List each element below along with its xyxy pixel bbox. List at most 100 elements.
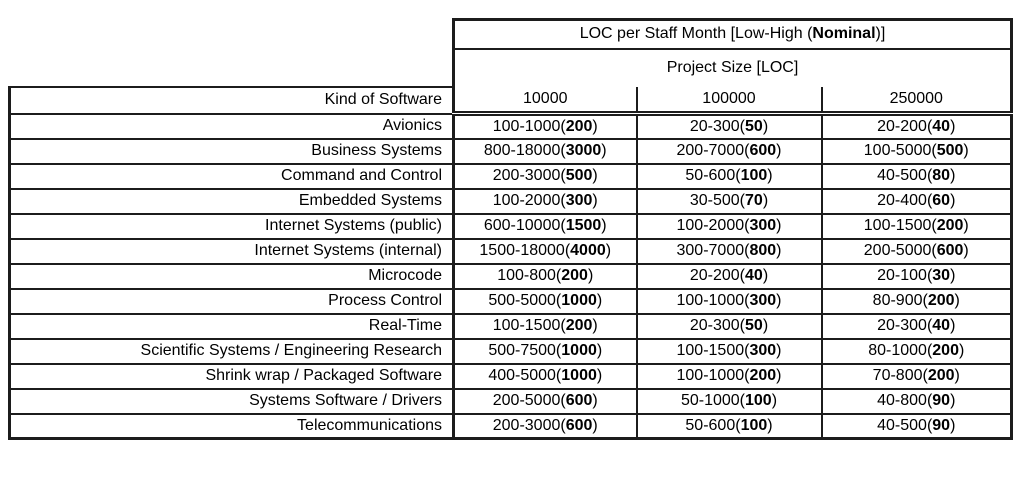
close-paren: ) <box>954 292 960 309</box>
range-text: 20-100( <box>877 267 933 284</box>
table-row: Real-Time 100-1500(200) 20-300(50) 20-30… <box>8 312 1014 340</box>
close-paren: ) <box>592 416 598 434</box>
value-cell: 20-200(40) <box>820 112 1014 140</box>
value-cell: 20-400(60) <box>820 187 1014 215</box>
title-suffix: )] <box>875 25 886 43</box>
value-cell: 80-900(200) <box>820 287 1014 315</box>
table-row: Internet Systems (internal) 1500-18000(4… <box>8 237 1014 265</box>
nominal-value: 600 <box>936 242 964 259</box>
subtitle-row: Project Size [LOC] <box>10 48 1014 87</box>
range-text: 70-800( <box>872 367 928 384</box>
close-paren: ) <box>767 416 773 434</box>
kind-cell: Business Systems <box>8 137 455 165</box>
nominal-value: 1000 <box>561 367 597 384</box>
nominal-value: 100 <box>740 416 768 434</box>
range-text: 100-1000( <box>676 367 750 384</box>
nominal-value: 1500 <box>565 217 602 234</box>
nominal-value: 200 <box>936 217 964 234</box>
range-text: 200-3000( <box>492 416 566 434</box>
range-text: 200-5000( <box>863 242 937 259</box>
nominal-value: 300 <box>749 292 777 309</box>
spacer-cell <box>10 49 454 87</box>
range-text: 50-600( <box>685 416 741 434</box>
kind-cell: Process Control <box>8 287 455 315</box>
value-cell: 200-5000(600) <box>452 387 638 415</box>
close-paren: ) <box>592 192 598 209</box>
close-paren: ) <box>762 192 769 209</box>
value-cell: 200-3000(500) <box>452 162 638 190</box>
value-cell: 100-1000(200) <box>635 362 823 390</box>
range-text: 100-1000( <box>676 292 750 309</box>
close-paren: ) <box>587 267 594 284</box>
close-paren: ) <box>950 117 956 135</box>
value-cell: 400-5000(1000) <box>452 362 638 390</box>
nominal-value: 60 <box>932 192 951 209</box>
table-header: LOC per Staff Month [Low-High (Nominal)]… <box>8 18 1014 116</box>
close-paren: ) <box>950 192 956 209</box>
close-paren: ) <box>950 392 956 409</box>
value-cell: 100-1000(200) <box>452 112 638 140</box>
close-paren: ) <box>776 142 782 159</box>
range-text: 800-18000( <box>483 142 566 159</box>
loc-per-staff-month-table: LOC per Staff Month [Low-High (Nominal)]… <box>8 18 1014 440</box>
range-text: 200-3000( <box>492 167 566 184</box>
value-cell: 40-500(90) <box>820 412 1014 440</box>
close-paren: ) <box>950 416 956 434</box>
close-paren: ) <box>596 342 603 359</box>
close-paren: ) <box>776 292 782 309</box>
nominal-value: 100 <box>745 392 772 409</box>
close-paren: ) <box>771 392 778 409</box>
value-cell: 100-2000(300) <box>452 187 638 215</box>
value-cell: 70-800(200) <box>820 362 1014 390</box>
table-row: Process Control 500-5000(1000) 100-1000(… <box>8 287 1014 315</box>
range-text: 40-500( <box>877 416 933 434</box>
nominal-value: 100 <box>740 167 768 184</box>
range-text: 40-800( <box>877 392 933 409</box>
range-text: 50-600( <box>685 167 741 184</box>
value-cell: 100-1000(300) <box>635 287 823 315</box>
close-paren: ) <box>592 117 598 135</box>
nominal-value: 4000 <box>570 242 606 259</box>
range-text: 500-5000( <box>488 292 562 309</box>
close-paren: ) <box>950 267 956 284</box>
table-row: Avionics 100-1000(200) 20-300(50) 20-200… <box>8 112 1014 140</box>
range-text: 40-500( <box>877 167 933 184</box>
table-body: Avionics 100-1000(200) 20-300(50) 20-200… <box>8 112 1014 440</box>
range-text: 50-1000( <box>680 392 745 409</box>
range-text: 20-300( <box>877 317 933 334</box>
value-cell: 200-7000(600) <box>635 137 823 165</box>
value-cell: 20-300(50) <box>635 112 823 140</box>
close-paren: ) <box>601 142 607 159</box>
value-cell: 20-300(40) <box>820 312 1014 340</box>
range-text: 100-1000( <box>492 117 566 135</box>
value-cell: 500-5000(1000) <box>452 287 638 315</box>
close-paren: ) <box>762 317 769 334</box>
size-header-100000: 100000 <box>635 86 823 116</box>
value-cell: 200-3000(600) <box>452 412 638 440</box>
close-paren: ) <box>950 167 956 184</box>
close-paren: ) <box>596 367 603 384</box>
table-row: Telecommunications 200-3000(600) 50-600(… <box>8 412 1014 440</box>
value-cell: 1500-18000(4000) <box>452 237 638 265</box>
nominal-value: 200 <box>565 317 593 334</box>
value-cell: 100-800(200) <box>452 262 638 290</box>
value-cell: 300-7000(800) <box>635 237 823 265</box>
range-text: 20-300( <box>689 317 746 334</box>
nominal-value: 800 <box>749 242 777 259</box>
range-text: 100-800( <box>497 267 562 284</box>
kind-cell: Command and Control <box>8 162 455 190</box>
close-paren: ) <box>776 242 782 259</box>
range-text: 400-5000( <box>488 367 562 384</box>
range-text: 20-300( <box>689 117 746 135</box>
value-cell: 50-1000(100) <box>635 387 823 415</box>
range-text: 20-200( <box>689 267 746 284</box>
kind-cell: Internet Systems (internal) <box>8 237 455 265</box>
value-cell: 20-300(50) <box>635 312 823 340</box>
nominal-value: 1000 <box>561 342 597 359</box>
close-paren: ) <box>596 292 603 309</box>
range-text: 200-5000( <box>492 392 566 409</box>
range-text: 80-900( <box>872 292 928 309</box>
kind-of-software-header: Kind of Software <box>8 85 455 115</box>
value-cell: 600-10000(1500) <box>452 212 638 240</box>
range-text: 200-7000( <box>676 142 750 159</box>
